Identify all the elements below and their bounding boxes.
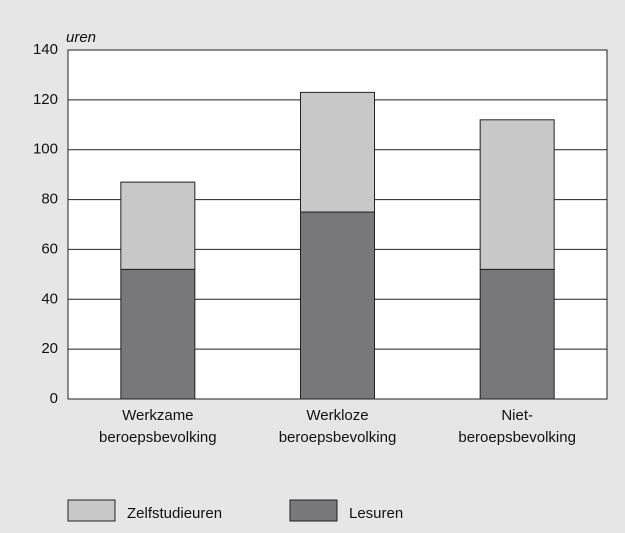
y-tick-label: 0 [50,390,58,407]
x-tick-label: Niet- [501,407,533,424]
x-tick-label: Werkzame [122,407,193,424]
y-tick-label: 140 [33,41,58,58]
legend-swatch [289,499,338,522]
y-tick-label: 80 [41,191,58,208]
y-tick-label: 20 [41,340,58,357]
bar-segment [479,268,555,400]
bar-segment [120,268,196,400]
bar-segment [120,181,196,270]
y-tick-label: 100 [33,141,58,158]
legend-label: Zelfstudieuren [127,505,222,522]
bar-segment [300,211,375,400]
bar-segment [479,119,555,270]
y-tick-label: 60 [41,240,58,257]
y-tick-label: 120 [33,91,58,108]
x-tick-label: Werkloze [306,407,368,424]
y-axis-label: uren [66,29,96,46]
x-tick-label: beroepsbevolking [99,429,217,446]
legend-swatch [67,499,116,522]
x-tick-label: beroepsbevolking [279,429,397,446]
legend-label: Lesuren [349,505,403,522]
bar-segment [300,91,375,213]
y-tick-label: 40 [41,290,58,307]
x-tick-label: beroepsbevolking [458,429,576,446]
